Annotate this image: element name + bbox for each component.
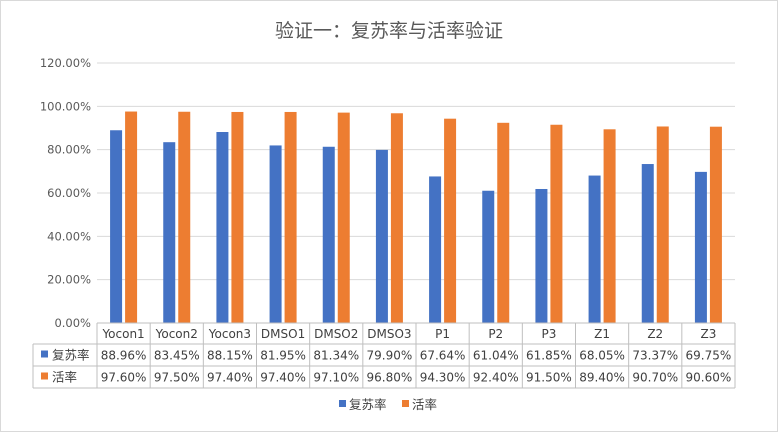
data-label: 81.34% [313,349,359,363]
legend-swatch [339,400,346,407]
data-label: 89.40% [579,371,625,385]
data-label: 69.75% [686,349,732,363]
bar-recovery [535,188,548,323]
bar-viability [337,112,350,323]
table-legend-key [41,350,48,358]
legend-label: 复苏率 [349,397,387,412]
data-label: 61.85% [526,349,572,363]
data-label: 94.30% [420,371,466,385]
data-label: 88.96% [101,349,147,363]
table-legend-key [41,372,48,380]
data-label: 97.10% [313,371,359,385]
category-label: Yocon2 [155,327,198,341]
data-label: 73.37% [632,349,678,363]
legend-swatch [402,400,409,407]
category-label: P2 [488,327,503,341]
bar-viability [550,124,563,323]
data-label: 88.15% [207,349,253,363]
bar-viability [497,122,510,323]
data-table: Yocon1 Yocon2 Yocon3 DMSO1 DMSO2 DMSO3 P1 P2 P3 Z… [32,322,736,389]
category-label: DMSO3 [367,327,411,341]
data-label: 91.50% [526,371,572,385]
y-tick-label: 80.00% [47,143,91,157]
bar-recovery [588,175,601,323]
data-label: 97.60% [101,371,147,385]
bar-recovery [322,146,335,323]
data-label: 90.60% [686,371,732,385]
bar-recovery [110,130,123,323]
data-label: 79.90% [367,349,413,363]
category-label: DMSO2 [314,327,358,341]
category-label: Z3 [700,327,716,341]
data-label: 81.95% [260,349,306,363]
category-label: P1 [435,327,450,341]
bar-recovery [163,142,176,323]
data-label: 96.80% [367,371,413,385]
category-label: Z2 [647,327,663,341]
category-label: Yocon3 [208,327,251,341]
bar-viability [390,113,403,324]
bar-viability [603,129,616,323]
y-tick-label: 40.00% [47,229,91,243]
y-tick-label: 0.00% [54,316,91,330]
data-label: 61.04% [473,349,519,363]
data-label: 83.45% [154,349,200,363]
category-label: DMSO1 [261,327,305,341]
bar-recovery [429,176,442,323]
y-tick-label: 60.00% [47,186,91,200]
bar-recovery [375,149,388,323]
category-label: P3 [541,327,556,341]
bar-recovery [694,171,707,323]
bar-recovery [269,145,282,323]
bar-viability [709,126,722,323]
bar-viability [656,126,669,323]
y-tick-label: 120.00% [40,56,91,70]
legend: 复苏率 活率 [339,397,437,412]
series-name: 活率 [52,370,77,385]
gridlines [97,62,735,324]
chart-title: 验证一：复苏率与活率验证 [275,20,503,42]
legend-label: 活率 [412,397,437,412]
bar-viability [125,111,138,324]
y-axis-ticks: 0.00% 20.00% 40.00% 60.00% 80.00% 100.00% 120.… [40,56,91,330]
data-label: 68.05% [579,349,625,363]
bar-viability [178,111,191,323]
data-label: 92.40% [473,371,519,385]
bar-recovery [216,132,229,323]
category-label: Yocon1 [101,327,144,341]
y-tick-label: 100.00% [40,99,91,113]
data-label: 67.64% [420,349,466,363]
bar-recovery [641,164,654,323]
data-label: 97.40% [260,371,306,385]
bar-recovery [482,190,495,323]
bar-viability [444,118,457,323]
category-label: Z1 [594,327,610,341]
y-tick-label: 20.00% [47,273,91,287]
data-label: 90.70% [632,371,678,385]
data-label: 97.40% [207,371,253,385]
data-label: 97.50% [154,371,200,385]
bars [110,111,722,324]
bar-viability [284,111,297,323]
series-name: 复苏率 [52,348,90,363]
bar-viability [231,111,244,323]
